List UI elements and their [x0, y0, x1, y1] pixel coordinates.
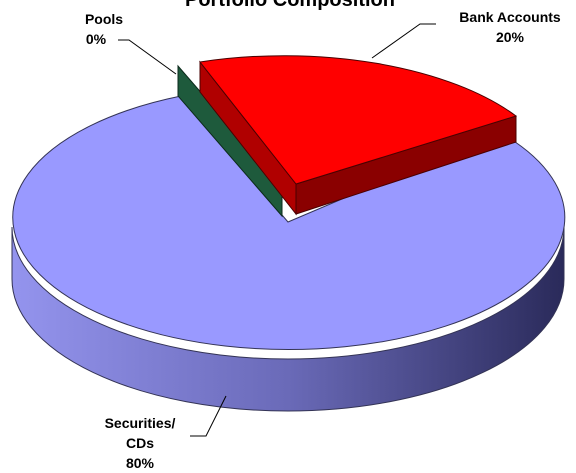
- label-securities-line2: CDs: [126, 435, 154, 451]
- slice-securities-side: [11, 226, 565, 412]
- leader-line-pools: [118, 39, 177, 75]
- leader-line-securities: [190, 395, 227, 437]
- label-pools-percent: 0%: [86, 31, 107, 47]
- label-securities-percent: 80%: [126, 455, 155, 471]
- label-pools: Pools: [85, 11, 123, 27]
- label-securities-line1: Securities/: [105, 415, 176, 431]
- slice-bank-accounts: [199, 55, 518, 185]
- chart-title: Portfolio Composition: [185, 0, 395, 11]
- label-bank-accounts-percent: 20%: [496, 29, 525, 45]
- label-bank-accounts: Bank Accounts: [459, 9, 561, 25]
- slice-securities-cds: [12, 95, 566, 351]
- leader-line-bank-accounts: [371, 23, 436, 59]
